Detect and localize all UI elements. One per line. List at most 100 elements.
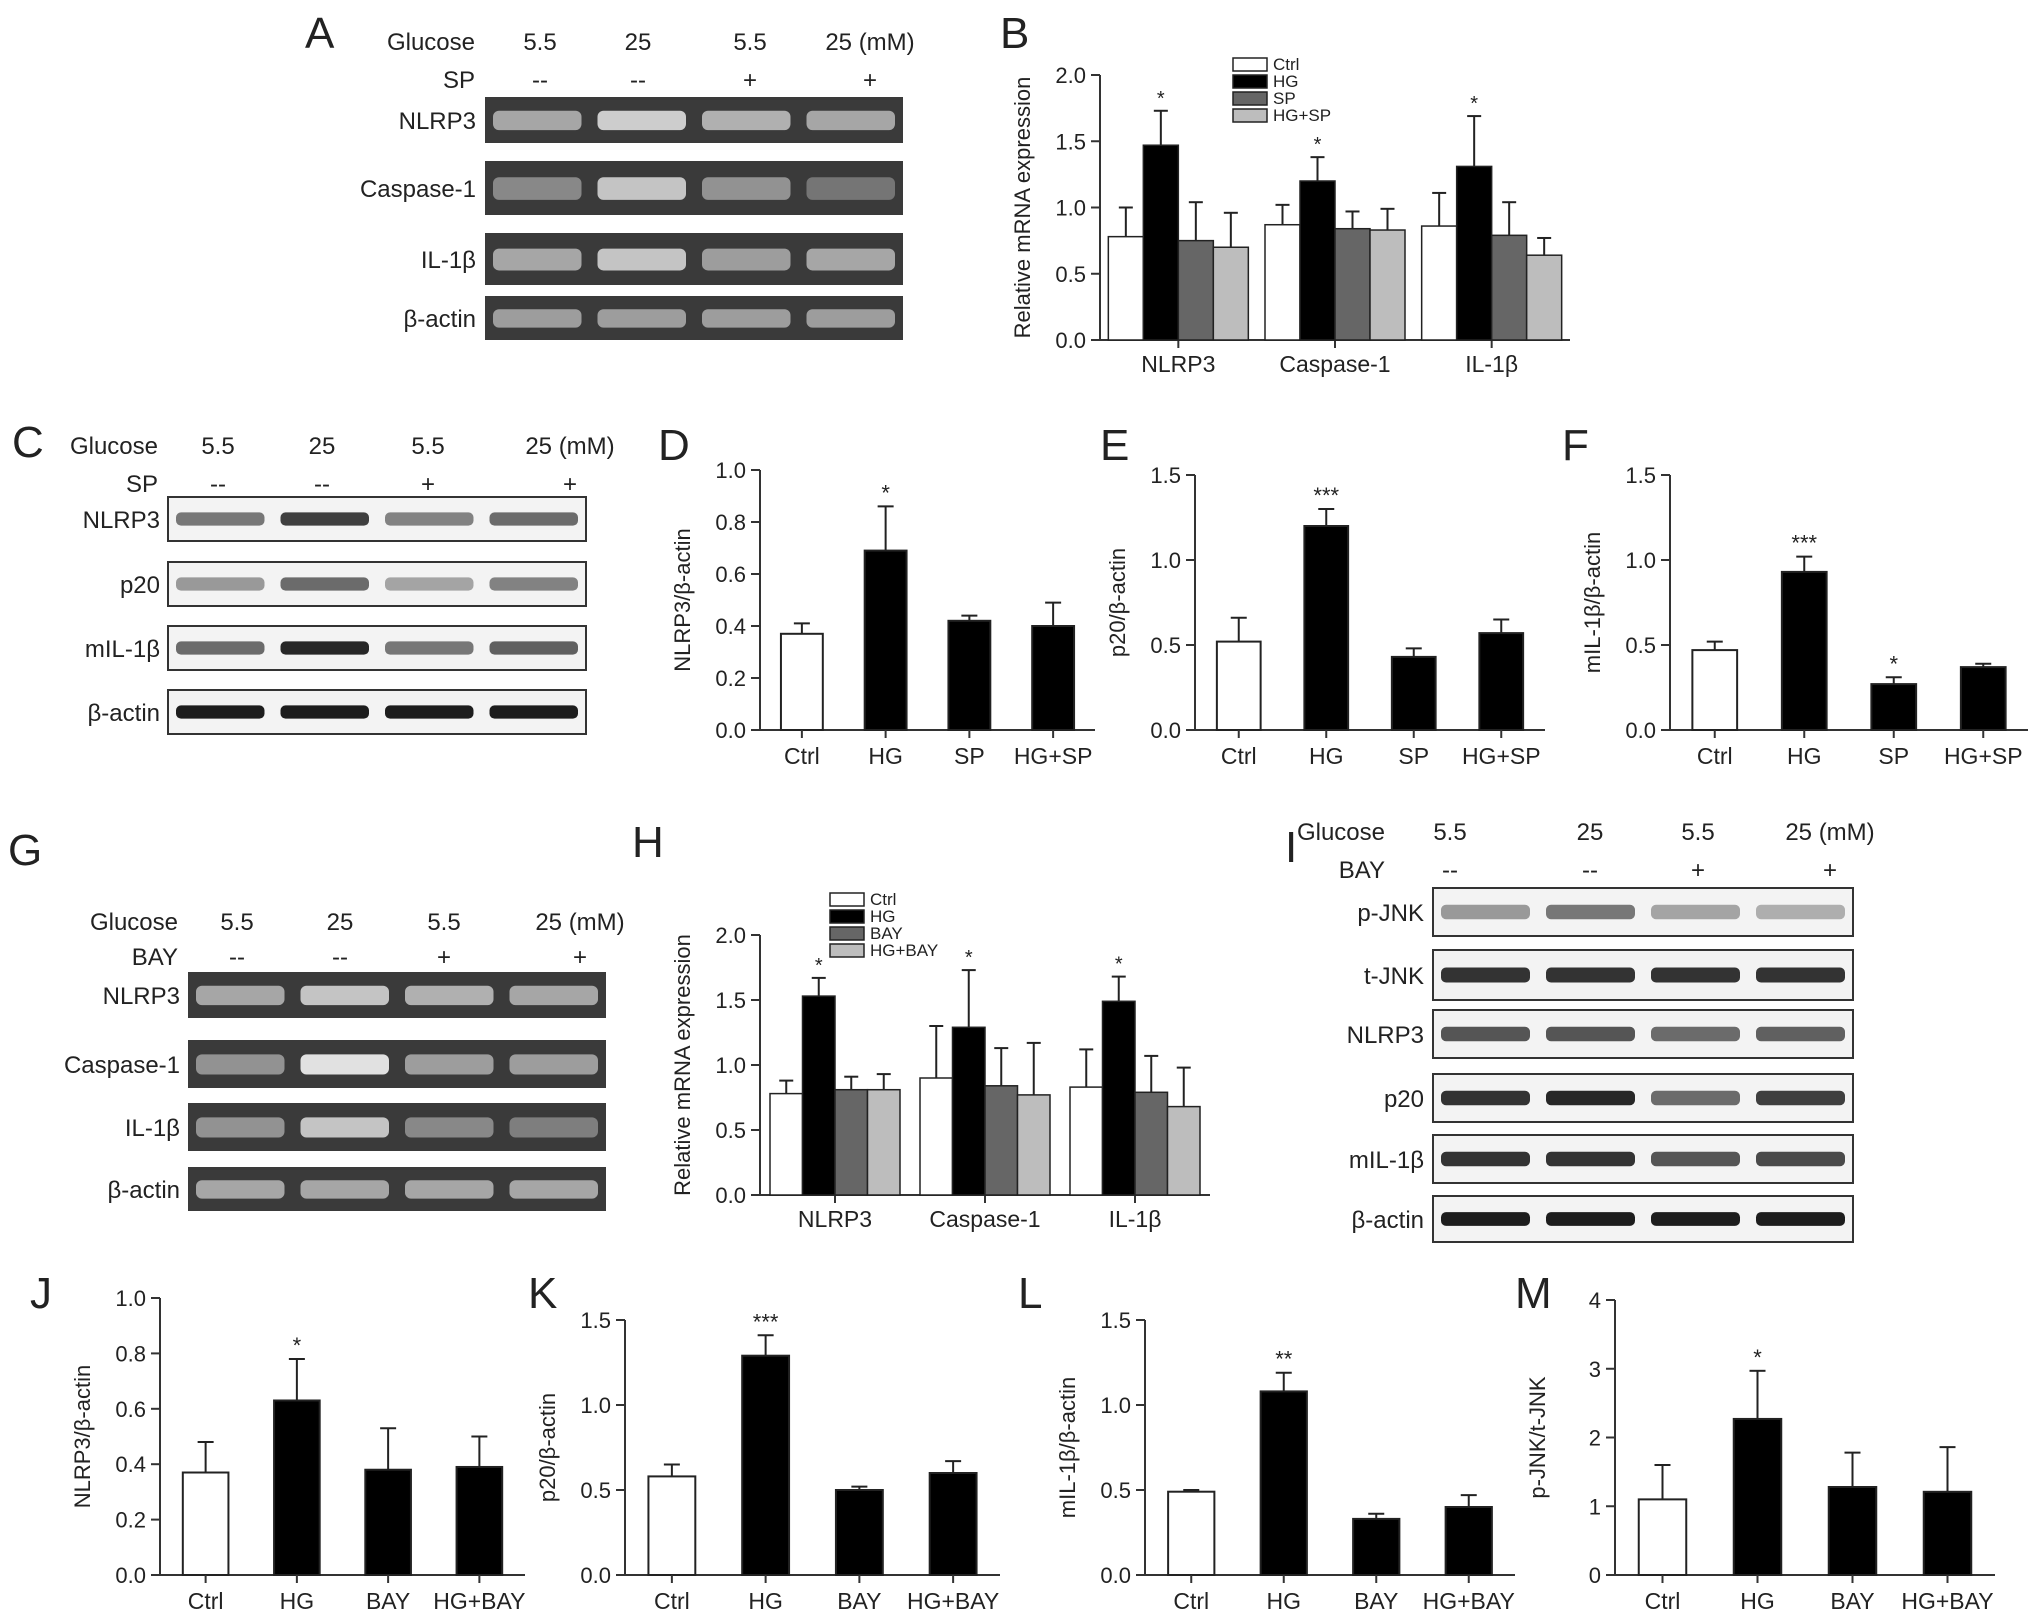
y-tick-label: 0.0 bbox=[1055, 328, 1086, 353]
bar bbox=[1922, 1490, 1973, 1576]
gel-band bbox=[702, 248, 791, 271]
chart-panel-l: L 0.0 0.5 1.0 1.5 mIL-1β/β-actin Ctrl ** HG BAY HG… bbox=[1018, 1269, 1515, 1614]
condition-value: 5.5 bbox=[1681, 819, 1714, 846]
band-label: NLRP3 bbox=[83, 507, 160, 534]
bar bbox=[1369, 229, 1406, 341]
bar bbox=[1215, 640, 1262, 731]
x-tick-label: IL-1β bbox=[1465, 351, 1518, 377]
significance-marker: * bbox=[815, 955, 823, 977]
blot-band bbox=[1441, 967, 1530, 983]
chart-panel-k: K 0.0 0.5 1.0 1.5 p20/β-actin Ctrl *** HG BAY HG+B… bbox=[528, 1269, 1000, 1614]
y-tick-label: 1.5 bbox=[1055, 129, 1086, 154]
legend-swatch bbox=[829, 909, 865, 924]
condition-value: -- bbox=[229, 944, 245, 971]
bar bbox=[1259, 1390, 1308, 1577]
condition-label: BAY bbox=[132, 944, 178, 971]
bar bbox=[1390, 655, 1437, 732]
band-label: NLRP3 bbox=[399, 108, 476, 135]
blot-band bbox=[385, 512, 474, 526]
condition-value: 25 (mM) bbox=[535, 909, 624, 936]
blot-band bbox=[1756, 967, 1845, 983]
significance-marker: *** bbox=[753, 1309, 779, 1334]
gel-band bbox=[196, 985, 285, 1006]
y-tick-label: 0.6 bbox=[115, 1397, 146, 1422]
condition-value: + bbox=[1823, 857, 1837, 884]
blot-band bbox=[1651, 1212, 1740, 1226]
bar bbox=[1303, 525, 1350, 731]
condition-value: + bbox=[1691, 857, 1705, 884]
bar bbox=[1134, 1091, 1169, 1196]
y-axis-label: mIL-1β/β-actin bbox=[1055, 1377, 1080, 1518]
blot-band bbox=[280, 512, 369, 526]
condition-value: 25 bbox=[1577, 819, 1604, 846]
bar bbox=[1177, 239, 1215, 341]
x-tick-label: NLRP3 bbox=[798, 1206, 872, 1232]
blot-band bbox=[1756, 1212, 1845, 1226]
panel-letter: C bbox=[12, 418, 44, 467]
bar bbox=[801, 995, 836, 1196]
bar bbox=[1299, 180, 1336, 341]
significance-marker: *** bbox=[1313, 483, 1339, 508]
y-tick-label: 0.4 bbox=[115, 1452, 146, 1477]
significance-marker: * bbox=[1115, 954, 1123, 976]
condition-value: 25 bbox=[327, 909, 354, 936]
gel-band bbox=[806, 177, 895, 200]
bar bbox=[1107, 235, 1145, 341]
x-tick-label: Ctrl bbox=[654, 1588, 690, 1614]
significance-marker: * bbox=[1314, 134, 1322, 156]
bar bbox=[1069, 1086, 1104, 1196]
y-tick-label: 0.5 bbox=[715, 1118, 746, 1143]
blot-panel-c: C Glucose 5.5 25 5.5 25 (mM) SP -- -- + + NLRP3 p20 m… bbox=[12, 418, 615, 735]
x-tick-label: HG bbox=[1309, 743, 1344, 769]
gel-band bbox=[300, 1054, 389, 1075]
y-tick-label: 0.5 bbox=[1625, 633, 1656, 658]
panel-letter: M bbox=[1515, 1269, 1552, 1318]
significance-marker: * bbox=[1470, 93, 1478, 115]
blot-band bbox=[489, 641, 578, 655]
blot-band bbox=[1651, 904, 1740, 920]
band-label: NLRP3 bbox=[1347, 1022, 1424, 1049]
legend-label: HG+SP bbox=[1273, 106, 1331, 125]
gel-band bbox=[493, 248, 582, 271]
y-tick-label: 1.0 bbox=[1055, 196, 1086, 221]
condition-label: SP bbox=[443, 67, 475, 94]
x-tick-label: Ctrl bbox=[1221, 743, 1257, 769]
bar bbox=[834, 1489, 884, 1576]
blot-band bbox=[176, 641, 265, 655]
x-tick-label: HG bbox=[280, 1588, 315, 1614]
gel-strip bbox=[485, 161, 903, 215]
legend-swatch bbox=[1232, 108, 1268, 123]
significance-marker: *** bbox=[1791, 531, 1817, 556]
blot-band bbox=[385, 577, 474, 591]
gel-band bbox=[702, 110, 791, 131]
x-tick-label: HG bbox=[1740, 1588, 1775, 1614]
band-label: β-actin bbox=[88, 700, 161, 727]
condition-label: BAY bbox=[1339, 857, 1385, 884]
blot-panel-g: G Glucose 5.5 25 5.5 25 (mM) BAY -- -- + + NLRP3 Cas… bbox=[8, 826, 625, 1211]
bar bbox=[1264, 223, 1301, 341]
y-tick-label: 0 bbox=[1589, 1563, 1601, 1588]
gel-band bbox=[509, 1180, 598, 1199]
panel-letter: F bbox=[1562, 421, 1589, 470]
significance-marker: * bbox=[1753, 1345, 1762, 1370]
y-tick-label: 1.0 bbox=[715, 458, 746, 483]
gel-band bbox=[806, 110, 895, 131]
condition-value: + bbox=[437, 944, 451, 971]
legend-label: Ctrl bbox=[870, 890, 896, 909]
y-tick-label: 0.5 bbox=[1150, 633, 1181, 658]
condition-value: 25 bbox=[309, 433, 336, 460]
bar bbox=[273, 1399, 321, 1576]
panel-letter: B bbox=[1000, 9, 1029, 58]
band-label: mIL-1β bbox=[1349, 1147, 1424, 1174]
y-tick-label: 1.5 bbox=[1625, 463, 1656, 488]
gel-band bbox=[300, 1117, 389, 1138]
y-axis-label: p-JNK/t-JNK bbox=[1525, 1376, 1550, 1499]
blot-band bbox=[1756, 1151, 1845, 1167]
condition-value: 5.5 bbox=[201, 433, 234, 460]
bar bbox=[1142, 144, 1180, 341]
legend-swatch bbox=[829, 926, 865, 941]
blot-band bbox=[1756, 1026, 1845, 1042]
gel-band bbox=[196, 1054, 285, 1075]
bar bbox=[928, 1472, 978, 1576]
chart-panel-d: D 0.0 0.2 0.4 0.6 0.8 1.0 NLRP3/β-actin Ctrl * HG S… bbox=[658, 421, 1095, 769]
